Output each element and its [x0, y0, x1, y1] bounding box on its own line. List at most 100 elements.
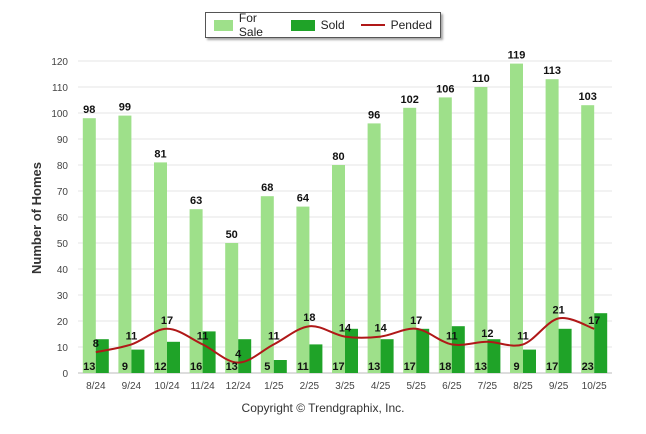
bar-sold: [594, 313, 608, 373]
bar-for-sale: [118, 115, 132, 373]
data-label-pended: 11: [126, 330, 138, 342]
x-tick-label: 12/24: [226, 381, 251, 392]
bar-for-sale: [260, 196, 274, 373]
bar-for-sale: [438, 97, 452, 374]
x-tick-label: 5/25: [406, 381, 426, 392]
series-pended: [95, 317, 595, 364]
bar-sold: [131, 349, 145, 373]
bar-for-sale: [510, 63, 523, 373]
data-label-for-sale: 103: [579, 91, 597, 103]
x-tick-label: 10/25: [582, 381, 607, 392]
data-label-sold: 17: [332, 361, 344, 373]
bar-for-sale: [545, 79, 559, 373]
x-tick-label: 9/24: [122, 381, 142, 392]
data-label-sold: 13: [475, 361, 487, 373]
y-tick-label: 20: [57, 317, 69, 328]
legend-label-pended: Pended: [390, 18, 432, 32]
data-label-pended: 12: [481, 328, 493, 340]
bar-for-sale: [474, 87, 488, 373]
x-tick-label: 1/25: [264, 381, 284, 392]
data-label-for-sale: 63: [190, 195, 202, 207]
data-label-sold: 11: [297, 361, 309, 373]
data-label-pended: 21: [552, 304, 564, 316]
y-tick-label: 60: [57, 213, 69, 224]
x-axis-ticks: 8/24 9/24 10/24 11/24 12/24 1/25 2/25 3/25 4/25 5…: [86, 381, 607, 392]
data-label-pended: 8: [93, 338, 99, 350]
x-tick-label: 9/25: [549, 381, 569, 392]
data-label-pended: 14: [339, 323, 352, 335]
bar-sold: [451, 326, 465, 373]
bar-for-sale: [332, 165, 345, 373]
legend-label-for-sale: For Sale: [238, 11, 263, 39]
data-label-for-sale: 113: [543, 65, 561, 77]
bar-for-sale: [367, 123, 381, 374]
x-tick-label: 4/25: [371, 381, 391, 392]
sold-swatch-icon: [290, 19, 315, 31]
data-label-for-sale: 80: [332, 151, 344, 163]
pended-line: [95, 317, 595, 364]
bar-for-sale: [189, 209, 203, 373]
y-tick-label: 50: [57, 239, 69, 250]
bar-sold: [273, 360, 287, 373]
bar-for-sale: [82, 118, 96, 373]
y-axis-label: Number of Homes: [29, 162, 44, 274]
y-tick-label: 70: [57, 187, 69, 198]
data-label-sold: 17: [404, 361, 416, 373]
data-label-pended: 11: [268, 330, 280, 342]
legend: For Sale Sold Pended: [205, 11, 441, 39]
copyright-footer: Copyright © Trendgraphix, Inc.: [241, 401, 405, 415]
x-tick-label: 10/24: [154, 381, 179, 392]
pended-line-icon: [360, 24, 385, 26]
data-label-for-sale: 68: [261, 182, 273, 194]
bar-sold: [416, 328, 430, 373]
legend-item-for-sale[interactable]: For Sale: [214, 11, 275, 39]
data-label-for-sale: 81: [154, 148, 166, 160]
data-label-sold: 13: [226, 361, 238, 373]
bar-sold: [202, 331, 216, 373]
legend-item-sold[interactable]: Sold: [290, 18, 345, 32]
series-for-sale: [82, 63, 595, 374]
data-label-for-sale: 110: [472, 73, 490, 85]
data-label-sold: 13: [83, 361, 95, 373]
x-tick-label: 11/24: [190, 381, 215, 392]
bar-sold: [238, 339, 252, 373]
data-label-for-sale: 102: [401, 94, 419, 106]
y-axis-ticks: 0 10 20 30 40 50 60 70 80 90 100 110 120: [51, 57, 68, 380]
x-tick-label: 2/25: [300, 381, 320, 392]
data-label-sold: 9: [122, 361, 128, 373]
bar-for-sale: [581, 105, 595, 373]
data-label-pended: 18: [303, 312, 315, 324]
data-label-sold: 5: [264, 361, 270, 373]
series-sold: [95, 313, 608, 373]
data-label-pended: 17: [588, 315, 600, 327]
y-tick-label: 40: [57, 265, 69, 276]
data-label-sold: 12: [154, 361, 166, 373]
bar-sold: [558, 328, 572, 373]
data-label-pended: 11: [197, 330, 209, 342]
y-tick-label: 30: [57, 291, 69, 302]
y-tick-label: 90: [57, 135, 69, 146]
x-tick-label: 8/24: [86, 381, 106, 392]
data-label-for-sale: 96: [368, 109, 380, 121]
bar-for-sale: [225, 243, 239, 373]
y-tick-label: 110: [52, 83, 68, 94]
data-label-for-sale: 50: [226, 229, 238, 241]
legend-label-sold: Sold: [320, 18, 345, 32]
x-tick-label: 3/25: [335, 381, 355, 392]
data-label-pended: 14: [374, 323, 387, 335]
bar-for-sale: [154, 162, 167, 373]
bar-sold: [487, 339, 501, 373]
data-label-sold: 9: [513, 361, 519, 373]
data-label-for-sale: 98: [83, 104, 95, 116]
legend-item-pended[interactable]: Pended: [360, 18, 432, 32]
data-label-for-sale: 64: [297, 193, 310, 205]
y-tick-label: 0: [62, 369, 68, 380]
data-label-pended: 17: [161, 315, 173, 327]
x-tick-label: 7/25: [478, 381, 498, 392]
data-label-for-sale: 119: [508, 50, 526, 62]
data-label-sold: 17: [546, 361, 558, 373]
y-tick-label: 80: [57, 161, 69, 172]
x-tick-label: 8/25: [513, 381, 533, 392]
data-label-pended: 11: [446, 330, 458, 342]
